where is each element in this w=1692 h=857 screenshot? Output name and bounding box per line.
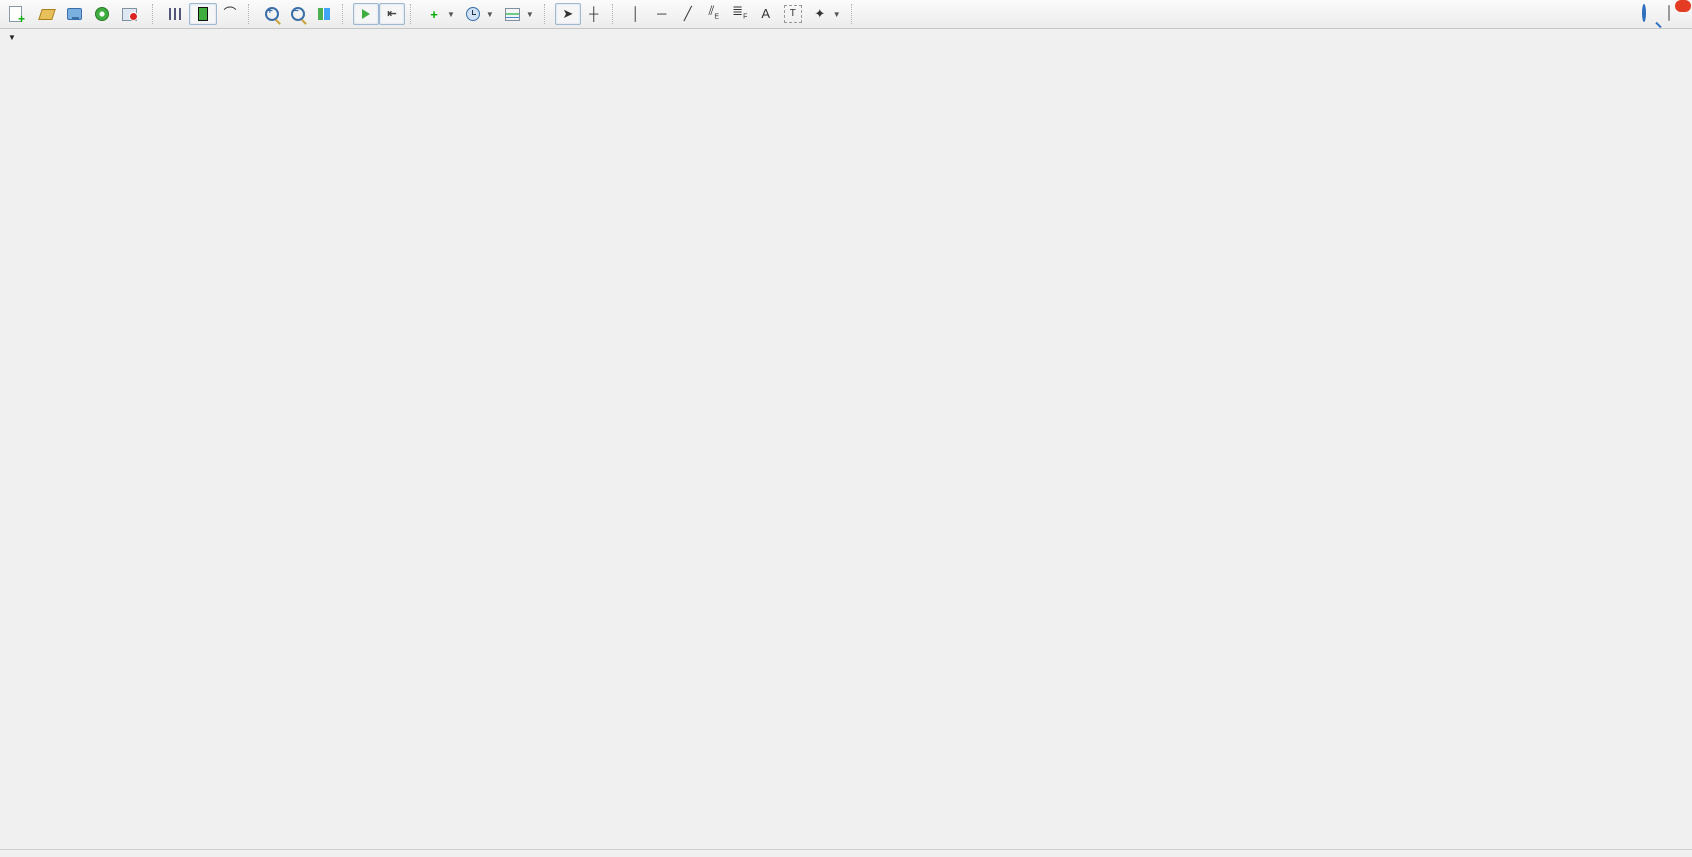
arrows-icon: ✦ xyxy=(814,6,826,21)
collapse-icon[interactable]: ▼ xyxy=(8,33,16,42)
bar-chart-icon xyxy=(169,8,183,20)
toolbar-separator xyxy=(410,4,416,24)
zoom-in-button[interactable]: + xyxy=(259,3,285,25)
toolbar-separator xyxy=(611,4,618,24)
toolbar: ⌒ + − ⇤ +▼ ▼ ▼ ➤ ┼ │ ─ ╱ ⫽E ≣F xyxy=(0,0,1692,29)
brush-icon xyxy=(38,8,56,20)
toolbar-separator xyxy=(248,4,254,24)
signals-button[interactable] xyxy=(88,3,116,25)
cursor-icon: ➤ xyxy=(562,6,574,21)
candlestick-chart-button[interactable] xyxy=(189,3,217,25)
text-label-icon: T xyxy=(783,5,802,23)
channel-icon: ⫽E xyxy=(708,2,719,21)
template-icon xyxy=(504,7,520,21)
notifications-icon[interactable] xyxy=(1668,0,1691,22)
zoom-in-icon: + xyxy=(265,6,279,21)
chart-title: ▼ xyxy=(8,33,32,42)
line-chart-icon: ⌒ xyxy=(223,6,237,21)
toolbar-separator xyxy=(543,4,550,24)
toolbar-separator xyxy=(152,4,158,24)
status-bar xyxy=(0,849,1692,857)
auto-scroll-button[interactable] xyxy=(353,3,379,25)
notification-badge xyxy=(1675,0,1691,12)
vertical-line-tool[interactable]: │ xyxy=(623,3,649,25)
templates-button[interactable]: ▼ xyxy=(499,3,539,25)
auto-trading-icon xyxy=(122,7,138,21)
chart-window[interactable]: ▼ xyxy=(0,28,1692,857)
search-icon[interactable] xyxy=(1642,4,1658,22)
market-watch-button[interactable] xyxy=(61,3,88,25)
text-tool[interactable]: A xyxy=(753,3,779,25)
chart-shift-button[interactable]: ⇤ xyxy=(379,3,405,25)
chart-shift-icon: ⇤ xyxy=(387,8,397,20)
tile-windows-button[interactable] xyxy=(311,3,337,25)
indicators-button[interactable]: + ▼ xyxy=(421,3,460,25)
line-chart-button[interactable]: ⌒ xyxy=(217,3,243,25)
add-indicator-icon: + xyxy=(430,6,438,22)
candlestick-icon xyxy=(198,5,208,23)
channel-tool[interactable]: ⫽E xyxy=(701,3,727,25)
zoom-out-icon: − xyxy=(291,6,305,21)
signal-icon xyxy=(95,7,109,21)
zoom-out-button[interactable]: − xyxy=(285,3,311,25)
trendline-tool[interactable]: ╱ xyxy=(675,3,701,25)
fibonacci-icon: ≣F xyxy=(732,2,748,21)
text-icon: A xyxy=(761,6,771,21)
toolbar-separator xyxy=(342,4,348,24)
text-label-tool[interactable]: T xyxy=(779,3,807,25)
auto-trading-button[interactable] xyxy=(116,3,147,25)
crosshair-tool-button[interactable]: ┼ xyxy=(581,3,607,25)
crosshair-icon: ┼ xyxy=(589,6,599,21)
new-order-icon xyxy=(9,6,25,26)
new-order-button[interactable] xyxy=(2,3,33,26)
cursor-tool-button[interactable]: ➤ xyxy=(554,3,581,25)
styler-button[interactable] xyxy=(33,3,61,25)
vertical-line-icon: │ xyxy=(631,6,640,21)
fibonacci-tool[interactable]: ≣F xyxy=(727,3,753,25)
chevron-down-icon: ▼ xyxy=(485,9,494,19)
auto-scroll-icon xyxy=(362,9,370,19)
horizontal-line-tool[interactable]: ─ xyxy=(649,3,675,25)
bar-chart-button[interactable] xyxy=(163,3,189,25)
chevron-down-icon: ▼ xyxy=(447,9,455,19)
period-button[interactable]: ▼ xyxy=(460,3,499,25)
clock-icon xyxy=(465,7,480,21)
chevron-down-icon: ▼ xyxy=(525,9,534,19)
tile-windows-icon xyxy=(318,8,330,20)
monitor-icon xyxy=(67,8,82,20)
horizontal-line-icon: ─ xyxy=(657,6,667,21)
trendline-icon: ╱ xyxy=(683,6,692,21)
toolbar-separator xyxy=(850,4,857,24)
chevron-down-icon: ▼ xyxy=(832,9,841,19)
price-chart[interactable] xyxy=(0,28,1692,857)
arrows-tool[interactable]: ✦ ▼ xyxy=(807,3,846,25)
